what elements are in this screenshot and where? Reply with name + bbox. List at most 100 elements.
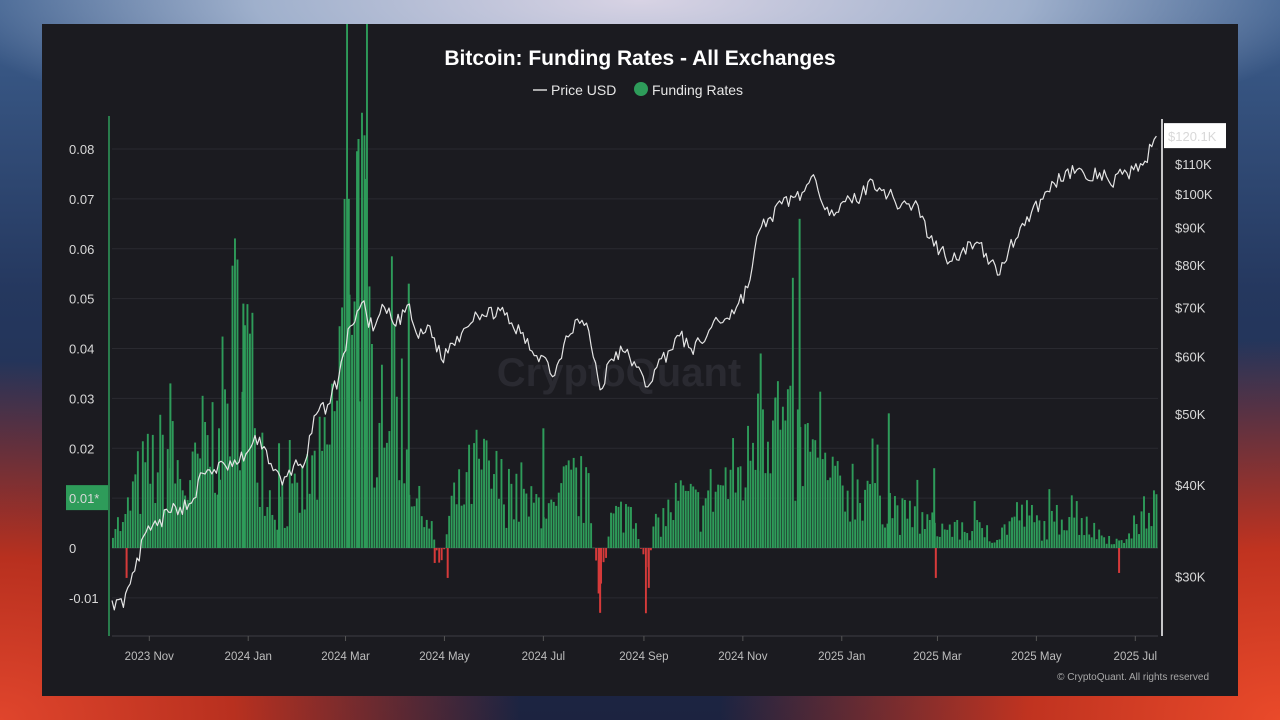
funding-bar [674,482,677,548]
funding-bar [829,477,832,548]
funding-bar [590,523,593,548]
funding-bar [286,526,289,548]
funding-bar [388,431,391,548]
funding-bar [762,409,764,548]
funding-bar [1153,490,1155,548]
funding-bar [1085,516,1088,548]
funding-bar [639,548,642,549]
funding-bar [991,542,994,548]
funding-bar [423,527,426,548]
funding-bar [874,483,876,548]
funding-spike [933,468,936,548]
funding-bar [276,529,279,548]
x-tick-label: 2024 Mar [321,651,370,663]
funding-bar [1078,534,1081,548]
funding-bar [769,473,772,548]
funding-bar [405,449,408,548]
funding-bar [575,467,578,548]
funding-bar [1053,521,1056,548]
legend-item-funding[interactable]: Funding Rates [634,82,743,98]
funding-spike [599,548,602,613]
funding-bar [171,421,174,548]
funding-bar [151,434,154,548]
x-tick-label: 2024 Jan [225,651,272,663]
funding-bar [266,507,269,548]
legend-item-price[interactable]: Price USD [533,82,616,98]
funding-bar [630,507,632,548]
funding-bar [1100,535,1103,548]
funding-bar [1110,544,1113,548]
funding-bar [801,486,804,548]
funding-bar [268,490,271,548]
funding-bar [699,531,702,548]
funding-bar [161,434,164,548]
funding-bar [1088,534,1091,548]
funding-bar [124,514,127,548]
funding-spike [647,548,650,588]
funding-bar [258,506,261,548]
funding-bar [520,462,523,548]
funding-bar [784,420,787,548]
funding-bar [1143,496,1145,548]
funding-bar [333,411,336,548]
funding-bar [968,540,971,548]
funding-bar [667,499,670,548]
funding-bar [236,259,239,548]
funding-bar [903,499,906,548]
funding-bar [131,481,134,548]
legend-label-price: Price USD [551,82,616,98]
funding-bar [308,493,311,548]
funding-bar [836,461,839,548]
funding-bar [134,474,137,548]
funding-bar [1133,515,1135,548]
funding-bar [846,490,849,548]
funding-bar [819,391,822,548]
funding-bar [493,474,495,548]
funding-bar [928,519,931,548]
funding-bar [983,537,986,548]
x-tick-label: 2025 Mar [913,651,962,663]
funding-bar [465,472,468,548]
x-tick-label: 2024 Sep [619,651,668,663]
funding-spike [433,548,436,563]
funding-bar [226,403,229,548]
funding-bar [164,509,167,548]
funding-bar [689,483,692,548]
funding-bar [632,528,635,548]
funding-bar [263,515,266,548]
funding-bar [248,333,251,548]
funding-bar [719,485,722,548]
funding-bar [517,521,520,548]
funding-bar [126,497,129,548]
funding-bar [963,531,966,548]
funding-bar [946,529,949,548]
funding-bar [251,312,254,548]
funding-bar [328,444,331,548]
funding-bar [585,467,588,548]
funding-bar [988,541,991,548]
funding-bar [503,504,505,548]
funding-bar [338,326,341,548]
funding-spike [446,548,449,578]
funding-bar [951,536,954,548]
funding-bar [729,469,732,548]
current-price-label: $120.1K [1168,129,1217,144]
funding-bar [876,444,879,548]
funding-bar [570,469,573,548]
funding-bar [637,539,640,548]
funding-bar [420,516,423,548]
funding-bar [804,424,807,548]
funding-bar [199,458,202,548]
funding-bar [587,473,590,548]
funding-bar [669,512,672,548]
x-tick-label: 2023 Nov [125,651,174,663]
funding-bar [894,496,896,548]
funding-bar [620,501,622,548]
funding-bar [766,441,769,548]
funding-spike [774,398,777,548]
funding-bar [941,523,944,548]
funding-bar [1135,524,1138,548]
funding-bar [296,482,299,548]
funding-bar [764,473,767,548]
left-tick-label: 0.07 [69,192,94,207]
